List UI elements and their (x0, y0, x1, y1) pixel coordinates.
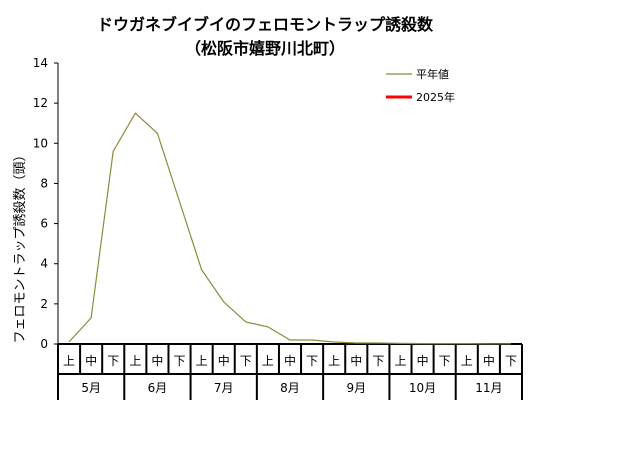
dekad-label: 中 (284, 353, 296, 368)
series-line-normal (68, 112, 511, 345)
legend-label-2025: 2025年 (416, 90, 455, 104)
dekad-label: 上 (196, 354, 208, 368)
y-tick-label: 10 (33, 136, 48, 150)
dekad-label: 上 (328, 354, 340, 368)
dekad-label: 下 (240, 354, 252, 368)
dekad-label: 中 (85, 353, 97, 368)
y-tick-label: 0 (40, 337, 48, 351)
y-tick-label: 6 (40, 217, 48, 231)
dekad-label: 上 (262, 354, 274, 368)
dekad-label: 上 (394, 354, 406, 368)
dekad-label: 下 (306, 354, 318, 368)
y-axis-label: フェロモントラップ誘殺数（頭） (13, 148, 28, 343)
dekad-label: 下 (174, 354, 186, 368)
dekad-label: 下 (107, 354, 119, 368)
dekad-label: 下 (372, 354, 384, 368)
month-label: 8月 (280, 381, 300, 395)
month-label: 10月 (409, 381, 436, 395)
legend-label-normal: 平年値 (416, 67, 449, 81)
dekad-label: 上 (63, 354, 75, 368)
month-label: 5月 (81, 381, 101, 395)
dekad-label: 中 (350, 353, 362, 368)
month-label: 6月 (148, 381, 168, 395)
month-label: 7月 (214, 381, 234, 395)
dekad-label: 中 (218, 353, 230, 368)
chart-title: ドウガネブイブイのフェロモントラップ誘殺数 (97, 15, 434, 34)
dekad-label: 中 (151, 353, 163, 368)
dekad-label: 下 (505, 354, 517, 368)
dekad-label: 中 (417, 353, 429, 368)
legend: 平年値 2025年 (386, 67, 455, 104)
plot-area: 02468101214上中下上中下上中下上中下上中下上中下上中下5月 6月 7月 8月… (33, 56, 523, 400)
y-tick-label: 4 (40, 257, 48, 271)
dekad-label: 上 (461, 354, 473, 368)
y-tick-label: 8 (40, 176, 48, 190)
dekad-label: 中 (483, 353, 495, 368)
y-tick-label: 14 (33, 56, 48, 70)
y-tick-label: 2 (40, 297, 48, 311)
dekad-label: 上 (129, 354, 141, 368)
month-label: 11月 (475, 381, 502, 395)
y-tick-label: 12 (33, 96, 48, 110)
chart-subtitle: （松阪市嬉野川北町） (185, 39, 345, 58)
dekad-label: 下 (439, 354, 451, 368)
month-label: 9月 (346, 381, 366, 395)
